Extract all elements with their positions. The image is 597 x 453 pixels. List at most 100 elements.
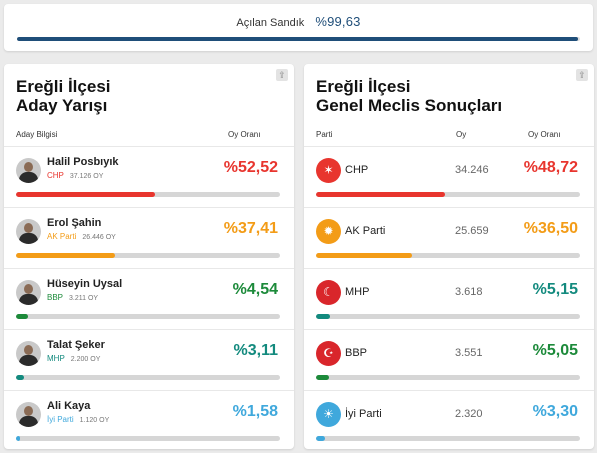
council-results-card: ⇪ Ereğli İlçesi Genel Meclis Sonuçları P… — [304, 64, 594, 449]
candidate-vote-bar-fill — [16, 253, 115, 258]
bbp-logo-icon: ☪ — [316, 341, 341, 366]
party-percentage: %48,72 — [523, 159, 578, 176]
party-name: AK Parti — [345, 225, 386, 237]
party-votes: 25.659 — [455, 225, 489, 237]
candidate-votes: 1.120 OY — [79, 417, 110, 424]
party-vote-bar — [316, 253, 580, 258]
candidate-vote-bar — [16, 375, 280, 380]
party-list: ✶ CHP 34.246 %48,72 ✹ AK Parti 25.659 %36,50 ☾ MH… — [304, 146, 594, 451]
candidate-party-name: İyi Parti — [47, 415, 74, 424]
party-vote-bar — [316, 314, 580, 319]
candidate-row[interactable]: Hüseyin Uysal BBP 3.211 OY %4,54 — [4, 268, 294, 329]
candidate-vote-bar — [16, 314, 280, 319]
candidate-party-name: AK Parti — [47, 232, 77, 241]
party-name: İyi Parti — [345, 408, 382, 420]
party-row[interactable]: ✹ AK Parti 25.659 %36,50 — [304, 207, 594, 268]
candidate-avatar — [16, 402, 41, 427]
council-results-title-line1: Ereğli İlçesi — [316, 77, 411, 96]
candidate-votes: 3.211 OY — [69, 295, 99, 302]
mhp-logo-icon: ☾ — [316, 280, 341, 305]
council-results-title: Ereğli İlçesi Genel Meclis Sonuçları — [316, 77, 556, 115]
akp-logo-icon: ✹ — [316, 219, 341, 244]
candidate-row[interactable]: Talat Şeker MHP 2.200 OY %3,11 — [4, 329, 294, 390]
party-vote-bar-fill — [316, 253, 413, 258]
party-row[interactable]: ✶ CHP 34.246 %48,72 — [304, 146, 594, 207]
party-vote-bar-fill — [316, 436, 325, 441]
party-votes: 34.246 — [455, 164, 489, 176]
candidate-percentage: %4,54 — [232, 281, 278, 298]
party-name: BBP — [345, 347, 368, 359]
share-icon[interactable]: ⇪ — [276, 69, 288, 81]
candidate-row[interactable]: Halil Posbıyık CHP 37.126 OY %52,52 — [4, 146, 294, 207]
candidate-row[interactable]: Erol Şahin AK Parti 26.446 OY %37,41 — [4, 207, 294, 268]
candidate-party: AK Parti 26.446 OY — [47, 232, 116, 241]
candidate-vote-bar — [16, 253, 280, 258]
ballot-summary-row: Açılan Sandık %99,63 — [4, 14, 593, 29]
party-name: CHP — [345, 164, 369, 176]
party-percentage: %3,30 — [532, 403, 578, 420]
candidate-vote-bar — [16, 436, 280, 441]
candidate-column-header: Aday Bilgisi — [16, 130, 58, 139]
party-vote-bar-fill — [316, 192, 445, 197]
share-icon[interactable]: ⇪ — [576, 69, 588, 81]
candidate-name: Ali Kaya — [47, 400, 91, 412]
party-vote-bar-fill — [316, 375, 330, 380]
party-row[interactable]: ☀ İyi Parti 2.320 %3,30 — [304, 390, 594, 451]
candidate-vote-bar-fill — [16, 192, 155, 197]
rate-column-header: Oy Oranı — [228, 130, 261, 139]
opened-ballot-label: Açılan Sandık — [236, 17, 305, 29]
party-name: MHP — [345, 286, 370, 298]
party-column-header: Parti — [316, 130, 333, 139]
ballot-summary-card: Açılan Sandık %99,63 — [4, 4, 593, 51]
candidate-race-title-line2: Aday Yarışı — [16, 96, 108, 115]
candidate-vote-bar — [16, 192, 280, 197]
party-vote-bar-fill — [316, 314, 330, 319]
party-vote-bar — [316, 192, 580, 197]
candidate-percentage: %3,11 — [233, 342, 278, 359]
candidate-party: MHP 2.200 OY — [47, 354, 100, 363]
candidate-vote-bar-fill — [16, 314, 28, 319]
party-percentage: %5,05 — [532, 342, 578, 359]
candidate-avatar — [16, 219, 41, 244]
candidate-vote-bar-fill — [16, 436, 21, 441]
candidate-party: İyi Parti 1.120 OY — [47, 415, 109, 424]
iyi-logo-icon: ☀ — [316, 402, 341, 427]
candidate-percentage: %52,52 — [223, 159, 278, 176]
candidate-name: Talat Şeker — [47, 339, 105, 351]
candidate-percentage: %37,41 — [223, 220, 278, 237]
candidate-race-title-line1: Ereğli İlçesi — [16, 77, 111, 96]
candidate-name: Halil Posbıyık — [47, 156, 119, 168]
party-votes: 3.618 — [455, 286, 483, 298]
party-vote-bar — [316, 375, 580, 380]
council-results-title-line2: Genel Meclis Sonuçları — [316, 96, 503, 115]
candidate-votes: 37.126 OY — [69, 173, 104, 180]
candidate-avatar — [16, 341, 41, 366]
candidate-race-card: ⇪ Ereğli İlçesi Aday Yarışı Aday Bilgisi… — [4, 64, 294, 449]
candidate-party: BBP 3.211 OY — [47, 293, 98, 302]
candidate-votes: 26.446 OY — [82, 234, 116, 241]
party-votes: 3.551 — [455, 347, 483, 359]
party-percentage: %5,15 — [532, 281, 578, 298]
candidate-row[interactable]: Ali Kaya İyi Parti 1.120 OY %1,58 — [4, 390, 294, 451]
candidate-avatar — [16, 158, 41, 183]
candidate-vote-bar-fill — [16, 375, 25, 380]
candidate-name: Hüseyin Uysal — [47, 278, 123, 290]
candidate-avatar — [16, 280, 41, 305]
chp-logo-icon: ✶ — [316, 158, 341, 183]
candidate-list: Halil Posbıyık CHP 37.126 OY %52,52 Erol Şah… — [4, 146, 294, 451]
party-row[interactable]: ☾ MHP 3.618 %5,15 — [304, 268, 594, 329]
candidate-votes: 2.200 OY — [70, 356, 101, 363]
opened-ballot-value: %99,63 — [315, 14, 361, 29]
party-row[interactable]: ☪ BBP 3.551 %5,05 — [304, 329, 594, 390]
rate-column-header: Oy Oranı — [528, 130, 561, 139]
opened-ballot-progress — [17, 37, 580, 41]
votes-column-header: Oy — [456, 130, 467, 139]
party-votes: 2.320 — [455, 408, 483, 420]
candidate-name: Erol Şahin — [47, 217, 102, 229]
candidate-race-title: Ereğli İlçesi Aday Yarışı — [16, 77, 256, 115]
candidate-party-name: MHP — [47, 354, 65, 363]
candidate-party-name: BBP — [47, 293, 64, 302]
candidate-party: CHP 37.126 OY — [47, 171, 103, 180]
candidate-percentage: %1,58 — [232, 403, 278, 420]
party-vote-bar — [316, 436, 580, 441]
